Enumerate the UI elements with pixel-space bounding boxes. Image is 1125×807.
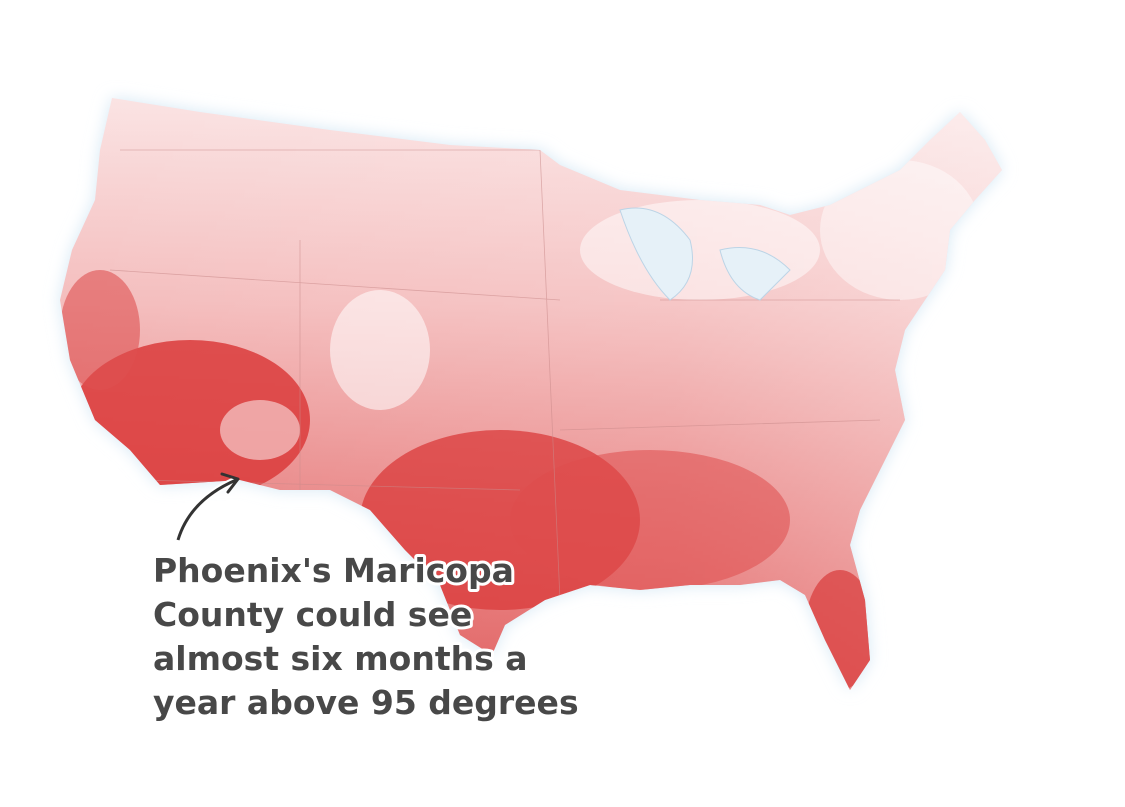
annotation-line: year above 95 degrees xyxy=(153,683,579,722)
hot-gulf xyxy=(510,450,790,590)
arrow-head xyxy=(220,472,240,494)
arrow-halo xyxy=(174,476,238,542)
hot-florida xyxy=(805,570,875,690)
state-lines xyxy=(109,149,900,601)
cool-plateau xyxy=(220,400,300,460)
hot-california xyxy=(60,270,140,390)
cool-northeast xyxy=(820,160,980,300)
cool-rockies xyxy=(330,290,430,410)
annotation-line: almost six months a xyxy=(153,639,528,678)
annotation: Phoenix's Maricopa County could see almo… xyxy=(150,548,582,725)
annotation-line: County could see xyxy=(153,595,472,634)
cool-great-lakes xyxy=(580,200,820,300)
great-lakes xyxy=(619,207,791,301)
annotation-line: Phoenix's Maricopa xyxy=(153,551,514,590)
arrow xyxy=(176,478,237,541)
